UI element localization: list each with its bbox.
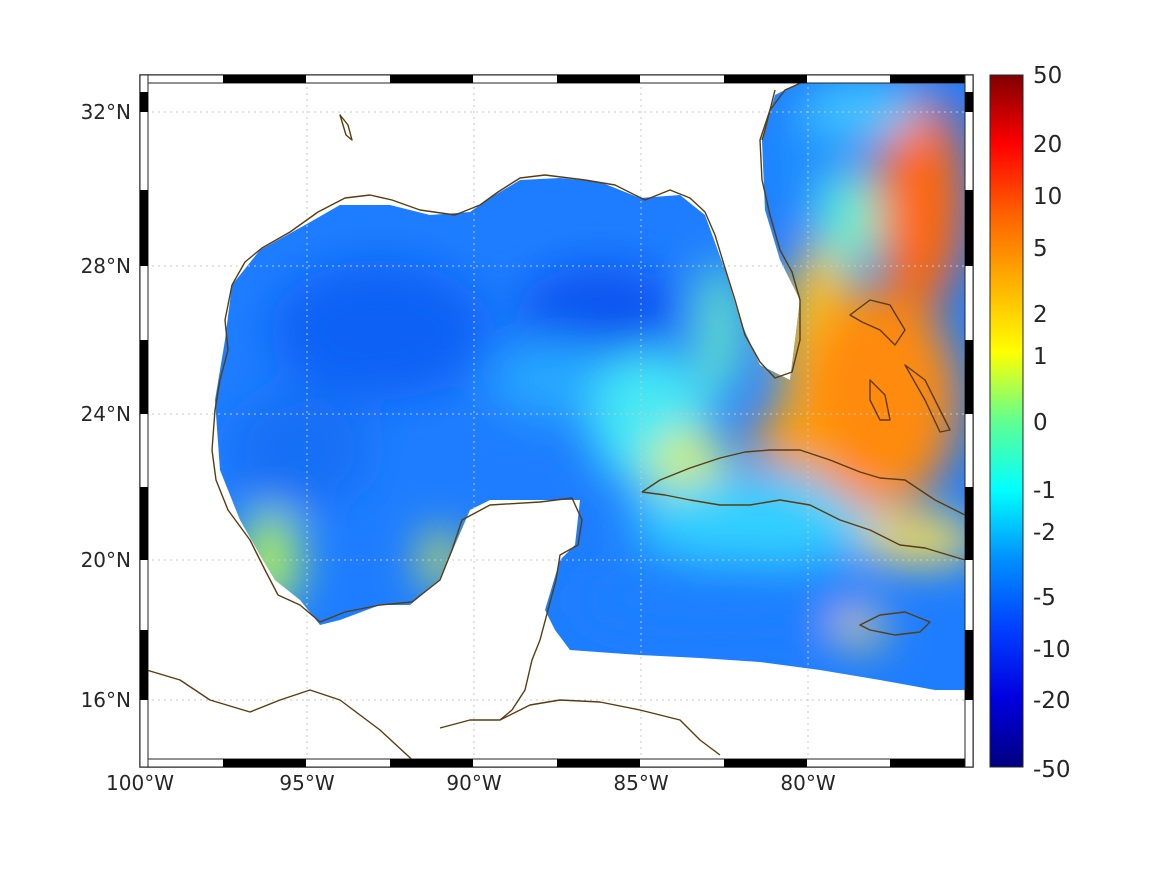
colorbar-label: 0: [1033, 410, 1048, 436]
lon-tick-label: 90°W: [446, 771, 501, 795]
lon-tick-label: 100°W: [106, 771, 174, 795]
colorbar-gradient: [989, 74, 1024, 768]
map-frame: [139, 74, 974, 768]
lat-tick-labels: 32°N 28°N 24°N 20°N 16°N: [81, 100, 131, 712]
colorbar-label: 2: [1033, 302, 1048, 328]
lon-tick-label: 85°W: [613, 771, 668, 795]
lon-tick-label: 80°W: [780, 771, 835, 795]
colorbar-label: -20: [1033, 688, 1071, 714]
coastlines: [140, 77, 966, 767]
colorbar-label: -5: [1033, 585, 1056, 611]
lon-tick-label: 95°W: [279, 771, 334, 795]
lat-tick-label: 28°N: [81, 254, 131, 278]
lat-tick-label: 16°N: [81, 688, 131, 712]
colorbar-label: -50: [1033, 757, 1071, 783]
colorbar-label: 50: [1033, 63, 1062, 89]
lat-tick-label: 32°N: [81, 100, 131, 124]
colorbar-label: 10: [1033, 184, 1062, 210]
colorbar-labels: 50 20 10 5 2 1 0 -1 -2 -5 -10 -20 -50: [1033, 63, 1071, 783]
colorbar-label: 1: [1033, 344, 1048, 370]
colorbar-label: 5: [1033, 236, 1048, 262]
colorbar-label: -10: [1033, 637, 1071, 663]
colorbar-label: 20: [1033, 132, 1062, 158]
lon-tick-labels: 100°W 95°W 90°W 85°W 80°W: [106, 771, 836, 795]
colorbar-label: -2: [1033, 520, 1056, 546]
colorbar-label: -1: [1033, 478, 1056, 504]
data-field: [140, 75, 973, 767]
lat-tick-label: 24°N: [81, 402, 131, 426]
lat-tick-label: 20°N: [81, 548, 131, 572]
colorbar: 50 20 10 5 2 1 0 -1 -2 -5 -10 -20 -50: [989, 63, 1071, 783]
